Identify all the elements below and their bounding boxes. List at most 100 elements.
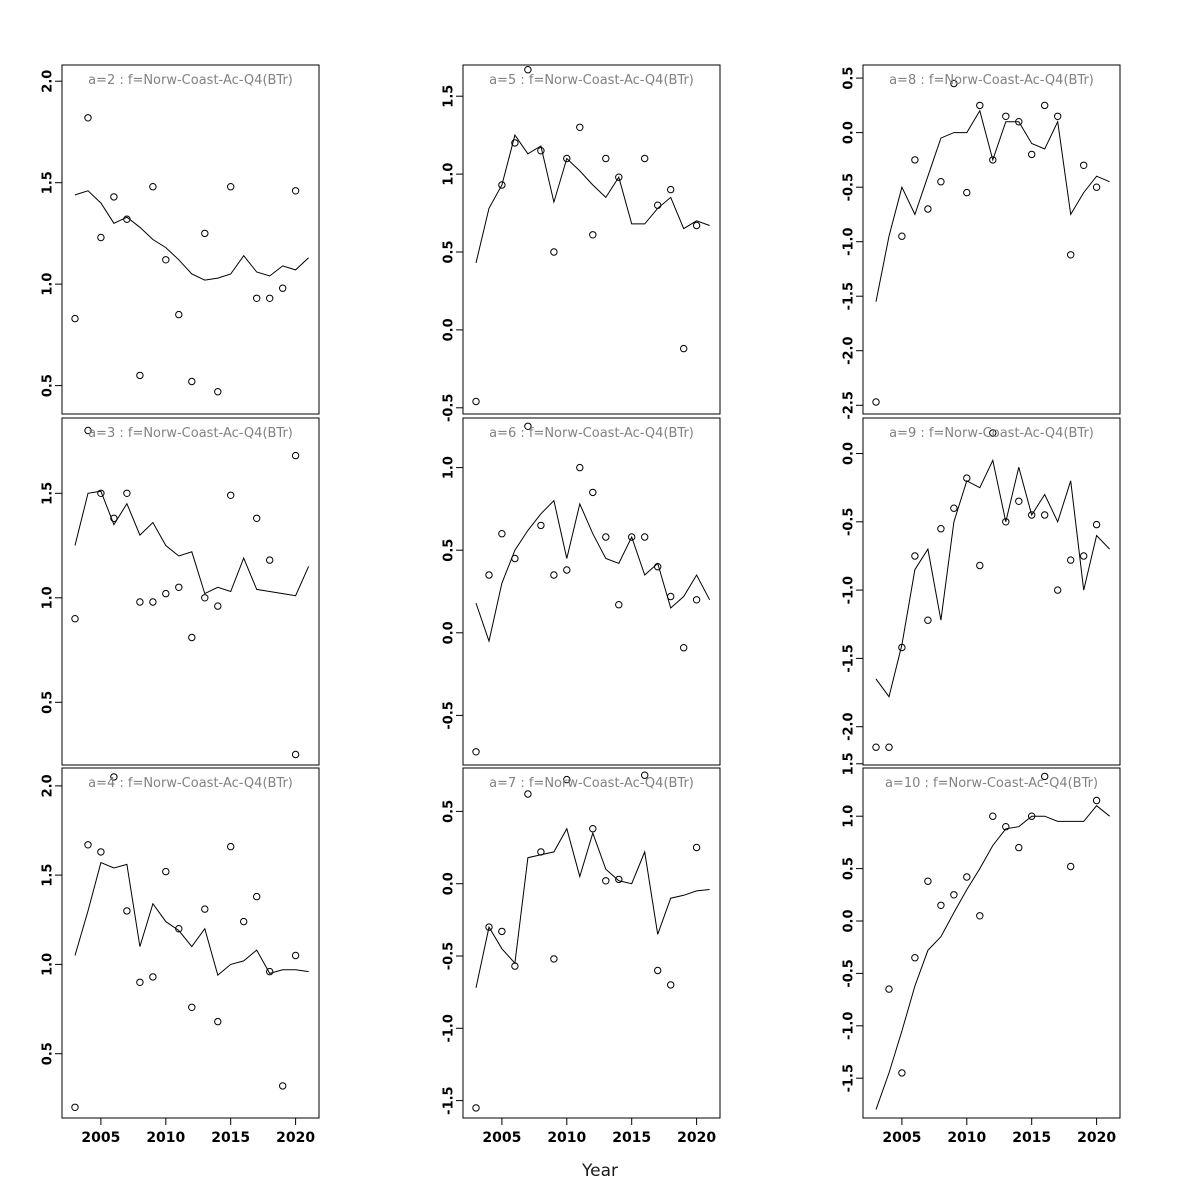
data-point xyxy=(1092,520,1101,529)
data-point xyxy=(71,615,79,623)
panel-title: a=10 : f=Norw-Coast-Ac-Q4(BTr) xyxy=(885,776,1098,791)
data-point xyxy=(188,377,196,386)
fit-line xyxy=(475,827,710,988)
panel-border xyxy=(862,767,1121,1119)
y-tick-label: 0.0 xyxy=(442,872,457,895)
data-point xyxy=(291,750,300,759)
y-tick-label: -0.5 xyxy=(842,959,857,987)
x-tick-label: 2015 xyxy=(612,1130,651,1146)
data-point xyxy=(937,525,945,533)
y-tick-label: -1.5 xyxy=(842,644,857,672)
data-point xyxy=(175,925,183,933)
data-point xyxy=(485,923,493,931)
y-tick-label: 0.5 xyxy=(41,374,56,397)
panel-a10: -1.5 -1.0 -0.5 0.0 0.5 1.0 1.5 2005 2010 2015 2020… xyxy=(842,752,1121,1146)
data-point xyxy=(201,905,209,913)
data-point xyxy=(550,571,558,579)
data-point xyxy=(576,463,584,472)
y-tick-label: -0.5 xyxy=(442,394,457,422)
data-point xyxy=(615,173,623,181)
data-point xyxy=(550,248,558,256)
data-point xyxy=(1054,586,1062,594)
data-point xyxy=(1002,112,1010,121)
data-point xyxy=(680,644,688,652)
data-point xyxy=(911,552,919,560)
data-point xyxy=(291,187,300,195)
data-point xyxy=(149,973,157,981)
data-point xyxy=(240,917,248,926)
data-point xyxy=(602,154,610,163)
x-tick-label: 2005 xyxy=(882,1130,921,1146)
data-point xyxy=(550,955,558,963)
data-point xyxy=(97,233,105,242)
data-point xyxy=(963,873,971,881)
data-point xyxy=(110,193,118,201)
data-point xyxy=(227,183,235,191)
data-point xyxy=(253,514,261,522)
data-point xyxy=(266,556,274,564)
data-point xyxy=(1092,796,1101,805)
data-point xyxy=(1067,862,1075,871)
data-point xyxy=(989,156,997,164)
panel-title: a=5 : f=Norw-Coast-Ac-Q4(BTr) xyxy=(489,73,694,88)
x-tick-label: 2010 xyxy=(947,1130,986,1146)
data-point xyxy=(227,491,235,499)
data-point xyxy=(641,533,649,541)
panel-title: a=6 : f=Norw-Coast-Ac-Q4(BTr) xyxy=(489,426,694,441)
data-point xyxy=(963,474,971,482)
y-tick-label: 1.5 xyxy=(41,482,56,505)
data-point xyxy=(266,967,274,976)
y-tick-label: -0.5 xyxy=(442,701,457,729)
y-tick-label: 1.0 xyxy=(442,456,457,479)
data-point xyxy=(950,504,958,512)
data-point xyxy=(214,602,222,610)
data-point xyxy=(84,114,92,122)
x-tick-label: 2020 xyxy=(677,1130,716,1146)
fit-line xyxy=(875,804,1110,1110)
data-point xyxy=(898,643,906,652)
data-point xyxy=(989,812,997,820)
data-point xyxy=(1067,556,1075,564)
panel-a7: -1.5 -1.0 -0.5 0.0 0.5 2005 2010 2015 2020 a=7 : … xyxy=(442,767,721,1146)
data-point xyxy=(963,188,971,197)
data-point xyxy=(667,592,675,601)
fit-line xyxy=(74,190,309,281)
data-point xyxy=(136,371,144,380)
y-tick-label: 0.0 xyxy=(842,121,857,144)
data-point xyxy=(602,877,610,885)
y-tick-label: 0.0 xyxy=(442,621,457,644)
data-point xyxy=(227,842,235,851)
data-point xyxy=(692,843,701,852)
panel-a8: -2.5 -2.0 -1.5 -1.0 -0.5 0.0 0.5 a=8 : f=Norw-C… xyxy=(842,64,1121,420)
data-point xyxy=(188,1003,196,1011)
data-point xyxy=(976,912,984,920)
data-point xyxy=(537,848,545,856)
data-point xyxy=(1054,112,1062,121)
data-point xyxy=(1002,518,1010,526)
data-point xyxy=(149,183,157,191)
data-point xyxy=(511,139,519,147)
data-point xyxy=(872,398,880,406)
panel-a3: 0.5 1.0 1.5 a=3 : f=Norw-Coast-Ac-Q4(BTr) xyxy=(41,417,320,766)
data-point xyxy=(201,229,209,238)
data-point xyxy=(1002,823,1010,831)
data-point xyxy=(136,978,144,986)
data-point xyxy=(563,566,571,574)
data-point xyxy=(485,571,493,579)
data-point xyxy=(162,256,170,264)
data-point xyxy=(911,156,919,164)
y-tick-label: 1.5 xyxy=(842,752,857,775)
x-tick-label: 2005 xyxy=(482,1130,521,1146)
data-point xyxy=(214,388,222,396)
y-tick-label: 1.0 xyxy=(41,273,56,296)
y-tick-label: -0.5 xyxy=(442,942,457,970)
data-point xyxy=(175,310,183,319)
data-point xyxy=(885,743,893,751)
data-point xyxy=(1041,101,1049,110)
data-point xyxy=(950,79,958,88)
data-point xyxy=(537,521,545,530)
panel-a4: 0.5 1.0 1.5 2.0 2005 2010 2015 2020 a=4 : f=Norw… xyxy=(41,767,320,1146)
y-tick-label: 1.5 xyxy=(41,864,56,887)
data-point xyxy=(110,773,118,781)
data-point xyxy=(1028,812,1036,820)
